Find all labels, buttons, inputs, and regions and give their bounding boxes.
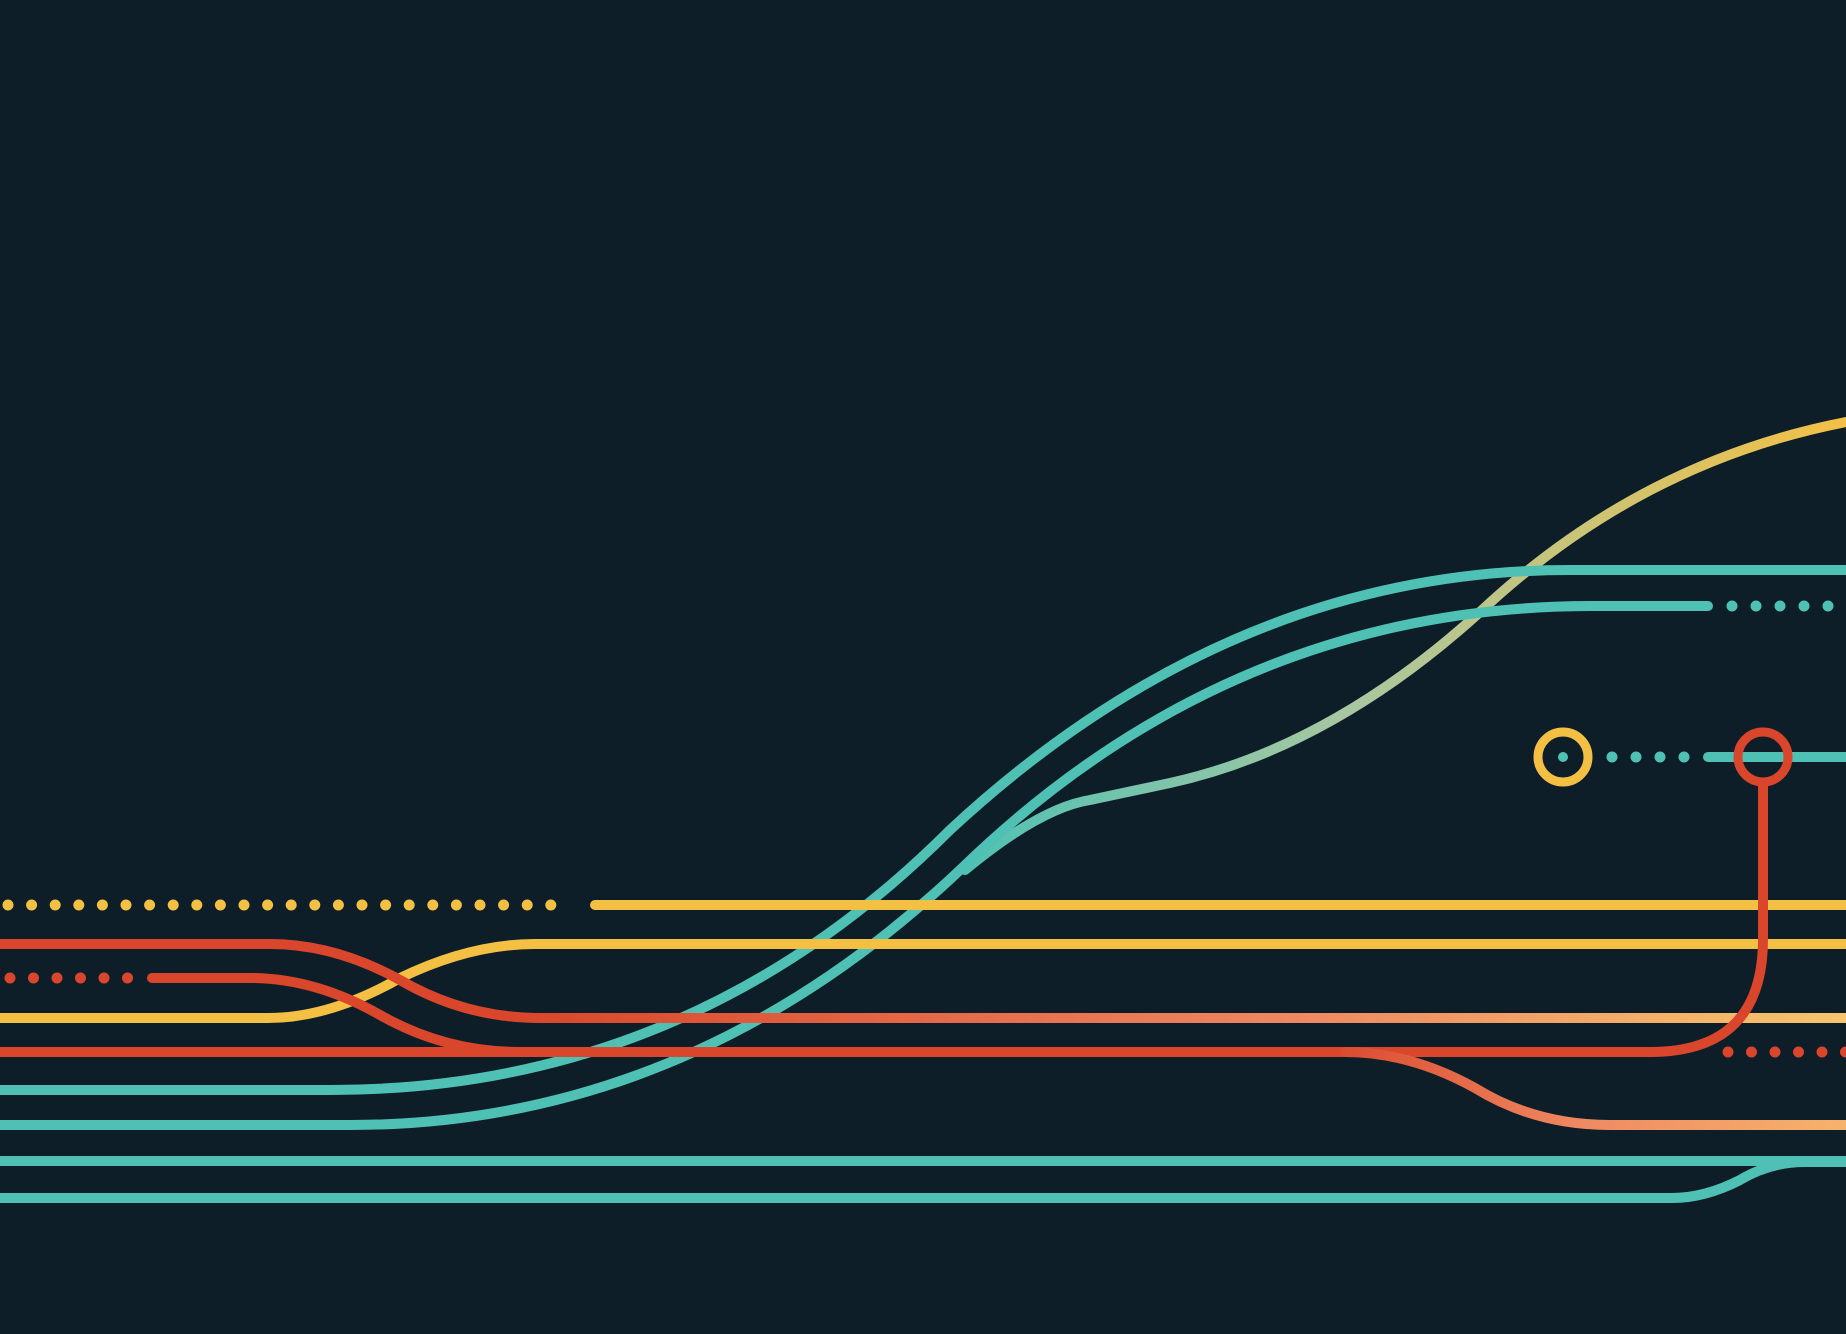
red-ring-icon (1733, 727, 1793, 787)
teal-center-dot-icon (1558, 752, 1568, 762)
yellow-ring-icon (1533, 727, 1593, 787)
red-gradient-line-4 (1340, 1047, 1846, 1130)
arc-line (960, 417, 1846, 875)
red-gradient-line-1 (0, 939, 1846, 1023)
teal-line-1 (0, 565, 1846, 1095)
teal-line-4 (0, 1157, 1846, 1203)
teal-line-2 (0, 601, 1713, 1130)
